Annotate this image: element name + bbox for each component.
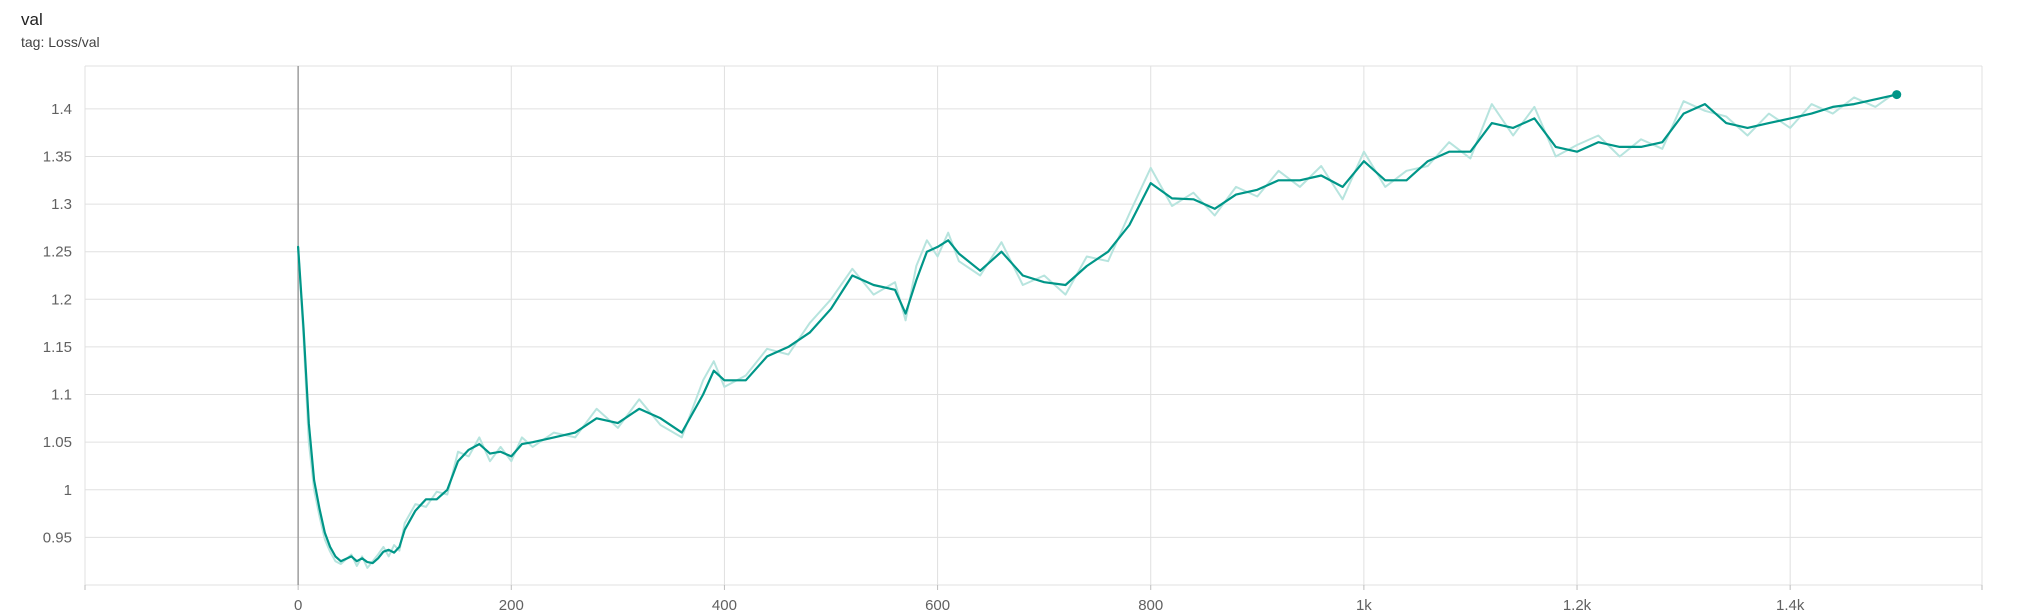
x-tick-label: 800 — [1138, 597, 1163, 614]
x-tick-label: 1.4k — [1776, 597, 1805, 614]
y-tick-label: 1.3 — [51, 196, 72, 213]
y-tick-label: 1.15 — [43, 339, 72, 356]
y-tick-label: 1.1 — [51, 387, 72, 404]
tick-label-layer: 0.95 1 1.05 1.1 1.15 1.2 1.25 1.3 1.35 1.4 0 200 400… — [43, 101, 1805, 614]
chart-tag: tag: Loss/val — [21, 34, 100, 50]
y-tick-label: 1.4 — [51, 101, 72, 118]
y-tick-label: 1.25 — [43, 244, 72, 261]
y-tick-label: 1.35 — [43, 148, 72, 165]
x-tick-label: 0 — [294, 597, 302, 614]
x-tick-label: 600 — [925, 597, 950, 614]
axis-layer — [84, 66, 1983, 590]
y-tick-label: 1 — [64, 482, 72, 499]
x-tick-label: 1k — [1356, 597, 1372, 614]
series-line-raw — [297, 90, 1898, 569]
chart-title: val — [21, 10, 43, 29]
grid-layer — [84, 65, 1983, 586]
y-tick-label: 1.2 — [51, 291, 72, 308]
y-tick-label: 1.05 — [43, 434, 72, 451]
x-tick-label: 200 — [499, 597, 524, 614]
x-tick-label: 1.2k — [1563, 597, 1592, 614]
x-tick-label: 400 — [712, 597, 737, 614]
series-line-smoothed — [297, 93, 1898, 565]
series-end-point — [1892, 90, 1902, 100]
y-tick-label: 0.95 — [43, 529, 72, 546]
series-layer — [297, 90, 1902, 569]
